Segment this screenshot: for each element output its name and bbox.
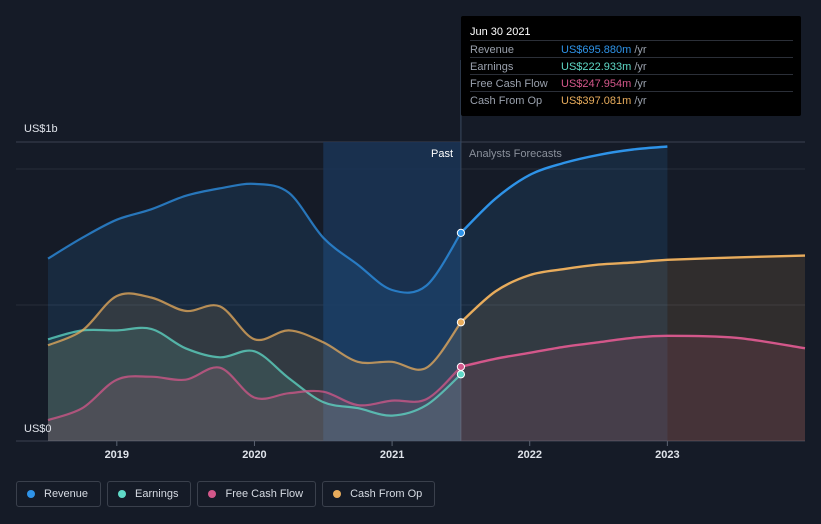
tooltip: Jun 30 2021 Revenue US$695.880m/yr Earni… [461, 16, 801, 116]
x-tick-label: 2019 [105, 449, 129, 461]
line-revenue-forecast [460, 145, 668, 234]
area-cash-from-op [48, 255, 805, 441]
tooltip-value: US$247.954m [561, 78, 632, 90]
tooltip-unit: /yr [634, 44, 647, 56]
line-earnings-past [47, 326, 462, 417]
x-axis: 2019 2020 2021 2022 2023 [105, 441, 680, 461]
legend-item-cash-from-op[interactable]: Cash From Op [322, 481, 436, 507]
y-axis-label-top: US$1b [24, 123, 58, 135]
forecast-label: Analysts Forecasts [469, 148, 562, 160]
legend-dot-icon [27, 490, 35, 498]
tooltip-unit: /yr [634, 95, 647, 107]
tooltip-label: Cash From Op [470, 95, 543, 107]
legend-label: Revenue [44, 488, 89, 500]
legend-item-revenue[interactable]: Revenue [16, 481, 102, 507]
tooltip-value: US$397.081m [561, 95, 632, 107]
series-markers [456, 228, 466, 379]
legend-label: Earnings [135, 488, 179, 500]
area-revenue [48, 146, 668, 441]
line-free-cash-flow-forecast [460, 334, 806, 368]
tooltip-label: Free Cash Flow [470, 78, 548, 90]
tooltip-value: US$695.880m [561, 44, 632, 56]
tooltip-row-cfo: Cash From Op US$397.081m/yr [470, 91, 793, 109]
marker-revenue [456, 228, 466, 237]
tooltip-row-fcf: Free Cash Flow US$247.954m/yr [470, 74, 793, 92]
tooltip-unit: /yr [634, 78, 647, 90]
tooltip-unit: /yr [634, 61, 647, 73]
tooltip-row-earnings: Earnings US$222.933m/yr [470, 57, 793, 75]
y-axis-label-zero: US$0 [24, 423, 52, 435]
marker-earnings [456, 370, 466, 379]
tooltip-label: Revenue [470, 44, 515, 56]
legend-label: Cash From Op [350, 488, 423, 500]
area-earnings [48, 327, 461, 441]
legend-item-free-cash-flow[interactable]: Free Cash Flow [197, 481, 317, 507]
legend-item-earnings[interactable]: Earnings [107, 481, 192, 507]
tooltip-value: US$222.933m [561, 61, 632, 73]
x-tick-label: 2021 [380, 449, 404, 461]
legend-dot-icon [118, 490, 127, 498]
marker-free-cash-flow [456, 362, 466, 371]
line-free-cash-flow-past [47, 366, 462, 422]
x-tick-label: 2020 [242, 449, 266, 461]
line-cash-from-op-forecast [460, 254, 806, 324]
series-lines [47, 145, 806, 422]
series-areas [48, 146, 805, 441]
legend-label: Free Cash Flow [225, 488, 304, 500]
legend: Revenue Earnings Free Cash Flow Cash Fro… [16, 481, 436, 507]
marker-cash-from-op [456, 318, 466, 327]
tooltip-date: Jun 30 2021 [470, 26, 531, 38]
line-revenue-past [47, 182, 462, 294]
line-cash-from-op-past [47, 292, 462, 371]
tooltip-row-revenue: Revenue US$695.880m/yr [470, 40, 793, 58]
x-tick-label: 2022 [517, 449, 541, 461]
legend-dot-icon [208, 490, 217, 498]
legend-dot-icon [333, 490, 342, 498]
x-tick-label: 2023 [655, 449, 679, 461]
tooltip-label: Earnings [470, 61, 514, 73]
area-free-cash-flow [48, 335, 805, 441]
past-label: Past [431, 148, 453, 160]
